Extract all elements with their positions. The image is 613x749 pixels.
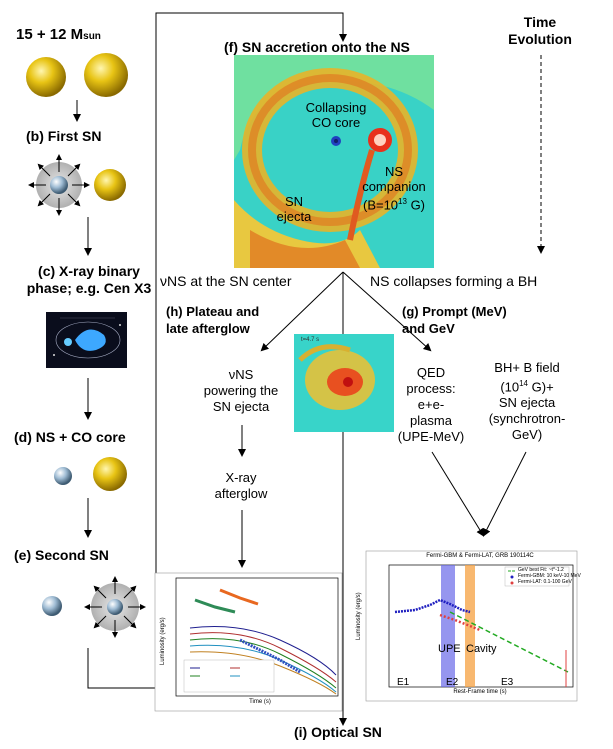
xray-binary-image — [46, 312, 127, 368]
inset-tag: t=4.7 s — [301, 337, 320, 343]
right-plot-ylabel: Luminosity (erg/s) — [356, 592, 362, 640]
cavity-label: Cavity — [466, 643, 497, 655]
vns-powering-text: νNS powering the SN ejecta — [203, 367, 279, 414]
stage-f-label: (f) SN accretion onto the NS — [224, 39, 410, 55]
stage-a-label: 15 + 12 Msun — [16, 26, 101, 43]
qed-process-text: QED process: e+e- plasma (UPE-MeV) — [397, 365, 465, 444]
connector-e-to-f — [87, 12, 347, 689]
ns-d-icon — [54, 467, 72, 485]
branch-to-g — [342, 271, 432, 352]
inset-simulation — [294, 334, 394, 432]
right-plot-title: Fermi-GBM & Fermi-LAT, GRB 190114C — [426, 553, 534, 559]
left-plot-xlabel: Time (s) — [249, 699, 271, 705]
arrow-qed-to-plot — [431, 451, 485, 537]
era-e3-label: E3 — [501, 677, 514, 688]
branch-right-label: NS collapses forming a BH — [370, 273, 538, 289]
second-sn-icon — [84, 576, 146, 638]
time-evolution-label: Time Evolution — [508, 14, 572, 47]
right-plot-legend: GeV best Fit: ~t^-1.2 Fermi-GBM: 10 keV-… — [518, 567, 581, 585]
star-12-icon — [84, 53, 128, 97]
accretion-simulation-panel — [234, 55, 434, 268]
afterglow-plot — [154, 572, 343, 712]
branch-left-label: νNS at the SN center — [160, 273, 292, 289]
stage-e-label: (e) Second SN — [14, 547, 109, 563]
collapsing-co-core-label: Collapsing CO core — [305, 100, 367, 130]
era-e2-label: E2 — [446, 677, 459, 688]
bh-field-text: BH+ B field (1014 G)+ SN ejecta (synchro… — [488, 360, 566, 443]
cavity-band — [465, 565, 475, 687]
stage-g-label: (g) Prompt (MeV) and GeV — [402, 304, 507, 336]
era-e1-label: E1 — [397, 677, 410, 688]
ns-companion-label: NS companion (B=1013 G) — [362, 164, 426, 213]
stage-c-label: (c) X-ray binary phase; e.g. Cen X3 — [26, 263, 152, 296]
xray-afterglow-text: X-ray afterglow — [214, 470, 268, 501]
stage-d-label: (d) NS + CO core — [14, 429, 126, 445]
ns-e-icon — [42, 596, 62, 616]
stage-h-label: (h) Plateau and late afterglow — [166, 304, 260, 336]
branch-to-h — [260, 271, 344, 352]
sn-ejecta-label: SN ejecta — [276, 194, 312, 224]
star-15-icon — [26, 57, 66, 97]
upe-label: UPE — [438, 643, 461, 655]
companion-star-b-icon — [94, 169, 126, 201]
stage-i-label: (i) Optical SN — [294, 724, 382, 740]
right-plot-xlabel: Rest-Frame time (s) — [453, 689, 507, 695]
first-sn-icon — [28, 154, 90, 216]
arrow-bh-to-plot — [483, 451, 527, 537]
upe-band — [441, 565, 455, 687]
stage-b-label: (b) First SN — [26, 128, 102, 144]
left-plot-ylabel: Luminosity (erg/s) — [160, 617, 166, 665]
luminosity-plot — [365, 550, 578, 702]
co-core-d-icon — [93, 457, 127, 491]
